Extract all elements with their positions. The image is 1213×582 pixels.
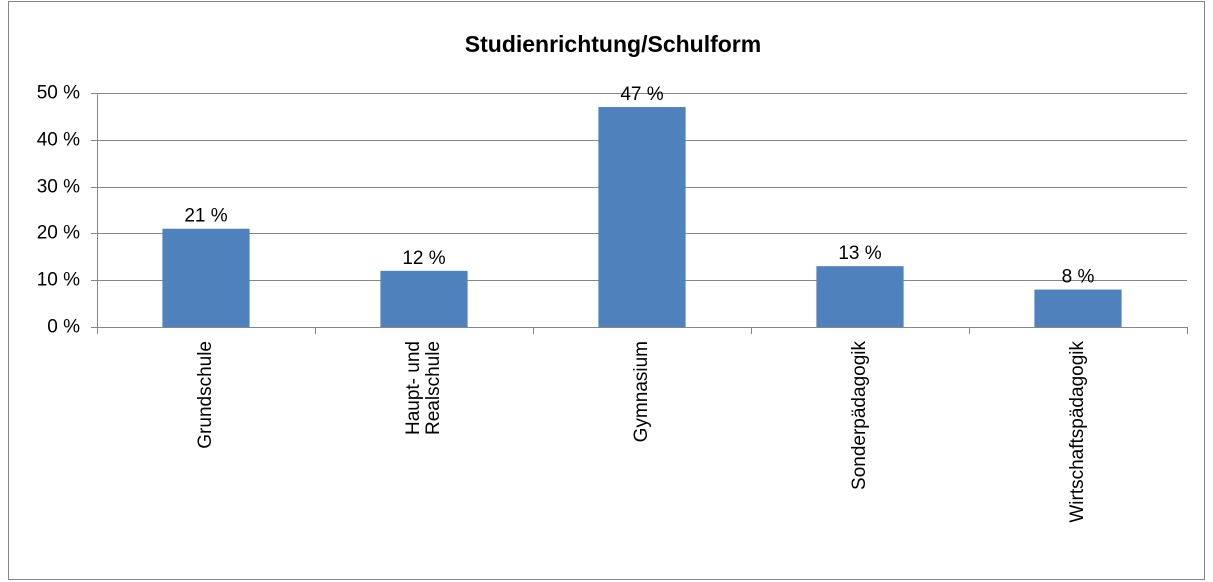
x-tick-label: Grundschule (195, 341, 216, 449)
y-tick-label: 30 % (37, 177, 80, 198)
y-tick-label: 20 % (37, 223, 80, 244)
data-label: 12 % (402, 248, 445, 269)
y-tick-label: 50 % (37, 83, 80, 104)
y-tick-label: 40 % (37, 130, 80, 151)
data-label: 8 % (1062, 267, 1095, 288)
x-tick-label: Sonderpädagogik (849, 341, 870, 490)
bar (162, 228, 250, 327)
bar (380, 270, 468, 327)
y-tick-label: 0 % (47, 317, 80, 338)
x-tick-label: Gymnasium (631, 341, 652, 442)
x-tick-label: Haupt- undRealschule (403, 341, 444, 435)
bar (598, 107, 686, 327)
data-label: 21 % (184, 206, 227, 227)
y-tick-label: 10 % (37, 270, 80, 291)
chart-title: Studienrichtung/Schulform (465, 31, 761, 57)
data-label: 13 % (838, 243, 881, 264)
bar (1034, 289, 1122, 327)
data-label: 47 % (620, 84, 663, 105)
x-tick-label: Wirtschaftspädagogik (1067, 341, 1088, 523)
bar (816, 266, 904, 327)
